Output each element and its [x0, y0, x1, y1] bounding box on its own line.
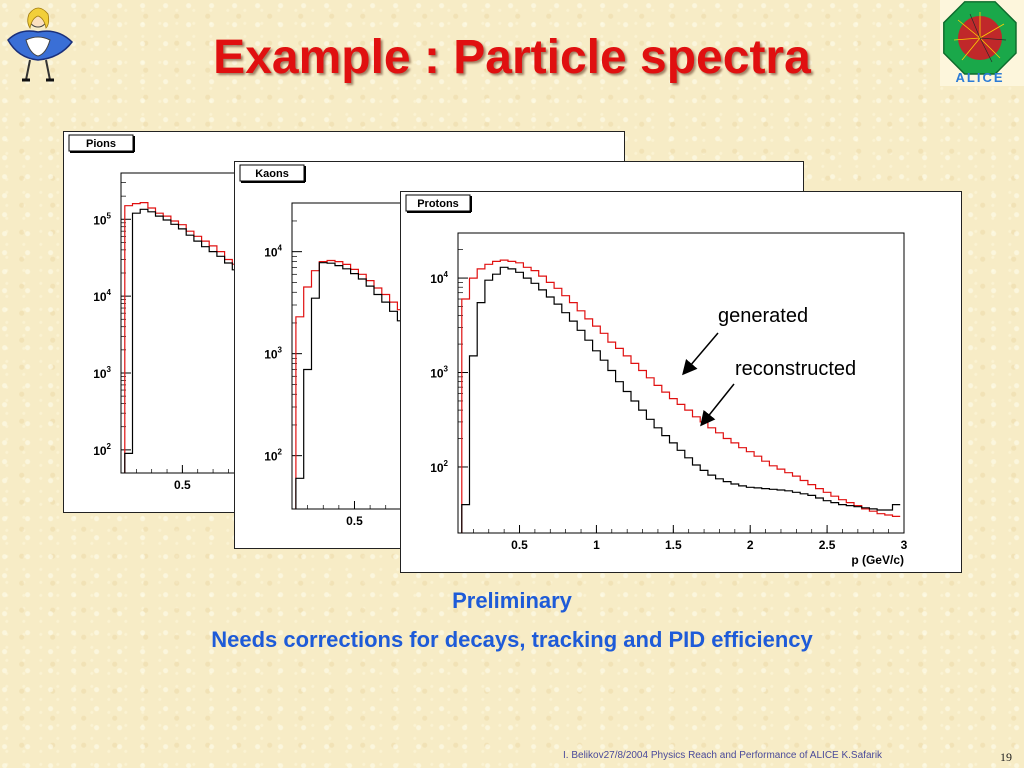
- footer-text: I. Belikov27/8/2004 Physics Reach and Pe…: [563, 750, 883, 761]
- series-generated: [461, 259, 901, 533]
- y-tick-label: 104: [93, 288, 111, 304]
- y-tick-label: 102: [264, 448, 282, 464]
- reconstructed-label: reconstructed: [735, 358, 857, 380]
- y-tick-label: 102: [430, 459, 448, 475]
- x-tick-label: 2: [747, 538, 754, 552]
- x-tick-label: 1.5: [665, 538, 682, 552]
- x-axis-label: p (GeV/c): [851, 553, 904, 567]
- alice-mascot-logo: [7, 7, 73, 82]
- corrections-note: Needs corrections for decays, tracking a…: [211, 627, 813, 652]
- x-tick-label: 2.5: [819, 538, 836, 552]
- slide-number: 19: [1000, 750, 1012, 764]
- alice-logo-text: ALICE: [956, 70, 1005, 85]
- y-tick-label: 104: [430, 270, 448, 286]
- panel-title: Kaons: [255, 168, 289, 180]
- y-tick-label: 105: [93, 211, 111, 227]
- histogram-svg: Protons 0.5 1 1.5 2 2.5 3 102 103 104 p (GeV/c): [405, 194, 908, 567]
- y-tick-label: 103: [93, 365, 111, 381]
- x-tick-label: 0.5: [174, 478, 191, 492]
- slide-title: Example : Particle spectra: [213, 31, 811, 84]
- panel-title: Pions: [86, 138, 116, 150]
- x-tick-label: 0.5: [346, 514, 363, 528]
- panel-title: Protons: [417, 198, 459, 210]
- generated-label: generated: [718, 305, 809, 327]
- y-tick-label: 102: [93, 442, 111, 458]
- panel-title-box: Protons: [405, 194, 472, 213]
- y-tick-label: 104: [264, 244, 282, 260]
- protons-panel: Protons 0.5 1 1.5 2 2.5 3 102 103 104 p (GeV/c): [400, 191, 962, 573]
- x-tick-label: 3: [901, 538, 908, 552]
- alice-experiment-logo: ALICE: [940, 0, 1024, 86]
- series-reconstructed: [461, 266, 901, 533]
- panel-title-box: Kaons: [239, 164, 306, 183]
- y-tick-label: 103: [430, 365, 448, 381]
- x-tick-label: 1: [593, 538, 600, 552]
- y-tick-label: 103: [264, 346, 282, 362]
- preliminary-note: Preliminary: [452, 588, 572, 613]
- x-tick-label: 0.5: [511, 538, 528, 552]
- panel-title-box: Pions: [68, 134, 135, 153]
